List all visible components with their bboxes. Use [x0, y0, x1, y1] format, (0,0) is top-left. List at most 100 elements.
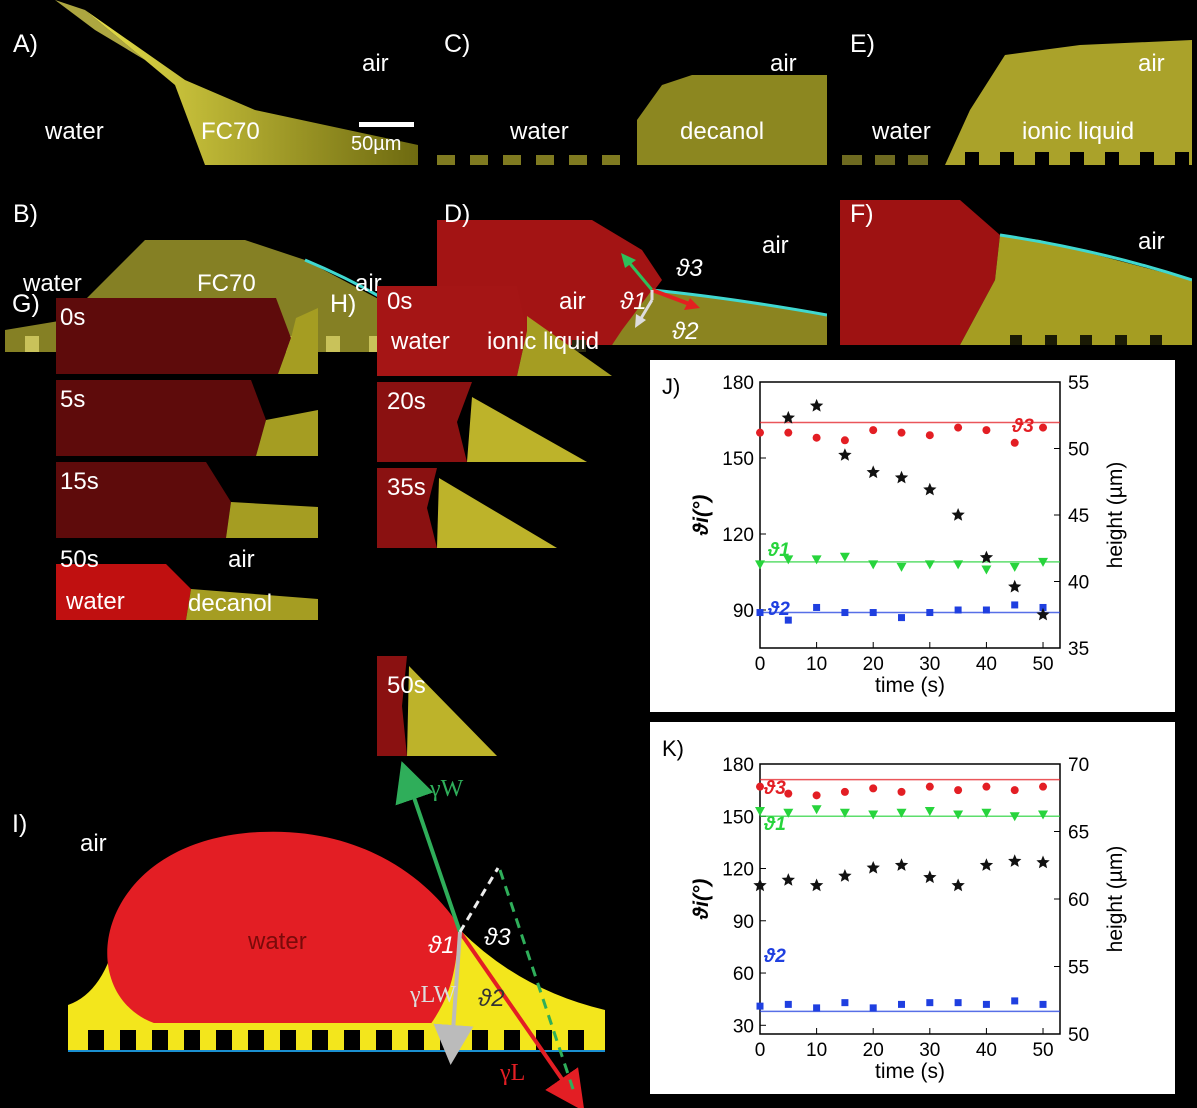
panel-d-theta1: ϑ1 — [620, 288, 647, 315]
y-tick-label: 30 — [733, 1016, 754, 1037]
panel-d-theta2: ϑ2 — [672, 318, 699, 345]
panel-i-theta2: ϑ2 — [478, 985, 505, 1012]
data-point — [781, 873, 795, 886]
data-point — [784, 616, 792, 624]
y-tick-label: 150 — [722, 807, 754, 828]
panel-g-time-1: 0s — [60, 304, 86, 331]
panel-c-image — [437, 75, 827, 165]
panel-a-image — [55, 0, 418, 165]
panel-f-image — [840, 200, 1192, 345]
data-point — [866, 465, 880, 479]
series-label: ϑ1 — [763, 814, 786, 835]
data-point — [894, 470, 909, 484]
data-point — [753, 878, 767, 892]
y-tick-label: 120 — [722, 525, 754, 546]
panel-h-time-1: 0s — [387, 288, 413, 315]
chart-k: K) 0 10 20 30 40 50 30 60 90 120 150 180 50 55 60 65 70 ti… — [662, 736, 1127, 1083]
data-point — [784, 428, 793, 437]
panel-d-air: air — [762, 232, 789, 259]
panel-c: C) water decanol air — [432, 0, 827, 170]
y2-tick-label: 70 — [1068, 755, 1089, 776]
data-point — [839, 552, 850, 562]
data-point — [1039, 423, 1048, 432]
x-tick-label: 50 — [1032, 1040, 1053, 1061]
x-tick-label: 40 — [976, 654, 997, 675]
data-point — [898, 614, 906, 622]
panel-g-water: water — [66, 588, 125, 615]
data-point — [812, 791, 821, 800]
y-tick-label: 180 — [722, 373, 754, 394]
data-point — [926, 609, 934, 617]
x-tick-label: 20 — [863, 1040, 884, 1061]
panel-c-decanol: decanol — [680, 118, 765, 145]
panel-g-time-2: 5s — [60, 386, 86, 413]
chart-panel-label: J) — [662, 374, 680, 399]
x-tick-label: 40 — [976, 1040, 997, 1061]
data-point — [925, 782, 934, 791]
data-point — [982, 426, 991, 435]
panel-a-air: air — [362, 50, 389, 77]
y2-tick-label: 65 — [1068, 823, 1089, 844]
data-point — [897, 787, 906, 796]
data-point — [838, 869, 852, 882]
y-tick-label: 60 — [733, 964, 754, 985]
x-axis-label: time (s) — [875, 1060, 945, 1083]
data-point — [981, 565, 992, 575]
x-tick-label: 30 — [919, 1040, 940, 1061]
data-point — [809, 878, 824, 892]
plot-frame — [759, 763, 1061, 1035]
data-point — [840, 787, 849, 796]
data-point — [756, 428, 764, 437]
x-tick-label: 0 — [755, 1040, 766, 1061]
data-point — [951, 878, 965, 892]
chart-j: J) 0 10 20 30 40 50 90 120 150 180 35 40 45 50 55 time (… — [662, 373, 1127, 697]
data-point — [1011, 601, 1019, 609]
panel-g-time-4: 50s — [60, 546, 99, 573]
x-tick-label: 10 — [806, 654, 827, 675]
panel-a-water: water — [45, 118, 104, 145]
data-point — [811, 805, 822, 815]
data-point — [954, 423, 963, 432]
panel-h-air: air — [559, 288, 586, 315]
data-point — [812, 433, 821, 442]
data-point — [924, 560, 935, 570]
data-point — [925, 431, 934, 440]
chart-j-box: J) 0 10 20 30 40 50 90 120 150 180 35 40 45 50 55 time (… — [650, 360, 1175, 712]
data-point — [898, 1000, 906, 1008]
data-point — [1008, 579, 1022, 593]
panel-g-frame-3: 15s — [56, 462, 318, 538]
panel-e-ionic: ionic liquid — [1022, 118, 1135, 145]
panel-c-water: water — [510, 118, 569, 145]
x-tick-label: 20 — [863, 654, 884, 675]
data-point — [896, 808, 907, 818]
data-point — [756, 609, 764, 617]
data-point — [841, 609, 849, 617]
x-tick-label: 30 — [919, 654, 940, 675]
x-tick-label: 10 — [806, 1040, 827, 1061]
panel-e-image — [842, 40, 1192, 165]
panel-e-air: air — [1138, 50, 1165, 77]
data-point — [982, 1000, 990, 1008]
data-point — [951, 508, 965, 521]
data-point — [954, 786, 963, 795]
x-tick-label: 50 — [1032, 654, 1053, 675]
scale-bar-label: 50µm — [351, 133, 402, 155]
data-point — [1039, 603, 1047, 611]
panel-d-theta3: ϑ3 — [676, 255, 703, 282]
data-point — [783, 555, 794, 565]
panel-f: F) air — [840, 180, 1192, 352]
y-tick-label: 180 — [722, 755, 754, 776]
data-point — [1039, 1000, 1047, 1008]
data-point — [868, 810, 879, 820]
panel-b-water: water — [23, 270, 82, 297]
series-label: ϑ1 — [767, 540, 790, 561]
dashed-gamma-l — [458, 867, 500, 933]
series-label: ϑ2 — [767, 599, 790, 620]
y2-tick-label: 55 — [1068, 958, 1089, 979]
panel-i-gamma-w: γW — [430, 776, 464, 802]
panel-b-label: B) — [13, 200, 38, 228]
y2-axis-label: height (µm) — [1104, 846, 1127, 953]
panel-i-air: air — [80, 830, 107, 857]
panel-g-frame-1: 0s — [56, 298, 318, 374]
series-label: ϑ3 — [763, 778, 786, 799]
